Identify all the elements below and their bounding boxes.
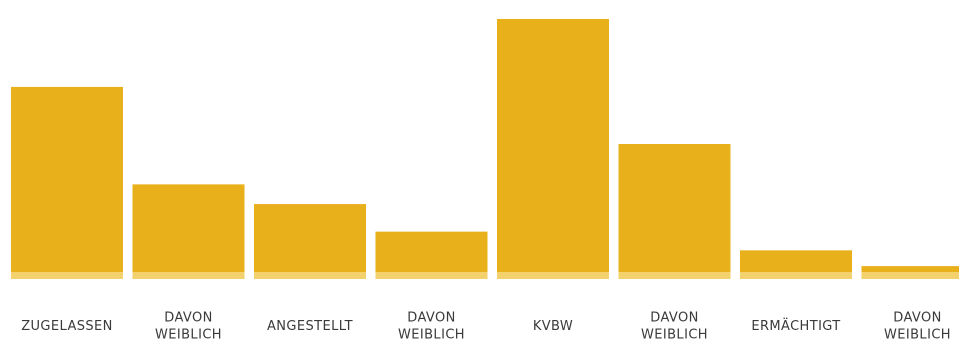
bar-2	[254, 204, 366, 272]
category-label-line: DAVON	[893, 311, 941, 326]
category-label-3: DAVON WEIBLICH	[398, 311, 465, 342]
bar-baseline-0	[11, 272, 123, 279]
category-label-7: DAVON WEIBLICH	[884, 311, 951, 342]
category-label-4: KVBW	[533, 319, 573, 334]
category-label-0: ZUGELASSEN	[21, 319, 113, 334]
bar-baseline-4	[497, 272, 609, 279]
bar-baseline-7	[861, 272, 959, 279]
bar-baseline-2	[254, 272, 366, 279]
bars-group	[11, 18, 959, 273]
category-label-line: ANGESTELLT	[267, 319, 353, 334]
bar-7	[861, 266, 959, 272]
category-labels-group: ZUGELASSEN DAVON WEIBLICH ANGESTELLT DAVON WE…	[21, 311, 951, 342]
bar-baseline-3	[375, 272, 488, 279]
category-label-line: ERMÄCHTIGT	[751, 318, 840, 334]
baseline-group	[11, 272, 959, 279]
category-label-line: DAVON	[407, 311, 455, 326]
category-label-line: WEIBLICH	[155, 328, 222, 342]
category-label-1: DAVON WEIBLICH	[155, 311, 222, 342]
bar-baseline-5	[618, 272, 731, 279]
bar-0	[11, 86, 123, 273]
category-label-line: KVBW	[533, 319, 573, 334]
category-label-line: ZUGELASSEN	[21, 319, 113, 334]
category-label-line: WEIBLICH	[398, 328, 465, 342]
category-label-line: WEIBLICH	[884, 328, 951, 342]
bar-baseline-1	[132, 272, 245, 279]
bar-4	[497, 18, 609, 273]
bar-5	[618, 144, 731, 272]
bar-1	[132, 184, 245, 272]
category-label-line: DAVON	[164, 311, 212, 326]
bar-baseline-6	[740, 272, 852, 279]
bar-6	[740, 250, 852, 272]
category-label-6: ERMÄCHTIGT	[751, 318, 840, 334]
category-label-line: DAVON	[650, 311, 698, 326]
category-label-5: DAVON WEIBLICH	[641, 311, 708, 342]
category-label-2: ANGESTELLT	[267, 319, 353, 334]
category-label-line: WEIBLICH	[641, 328, 708, 342]
bar-3	[375, 231, 488, 272]
